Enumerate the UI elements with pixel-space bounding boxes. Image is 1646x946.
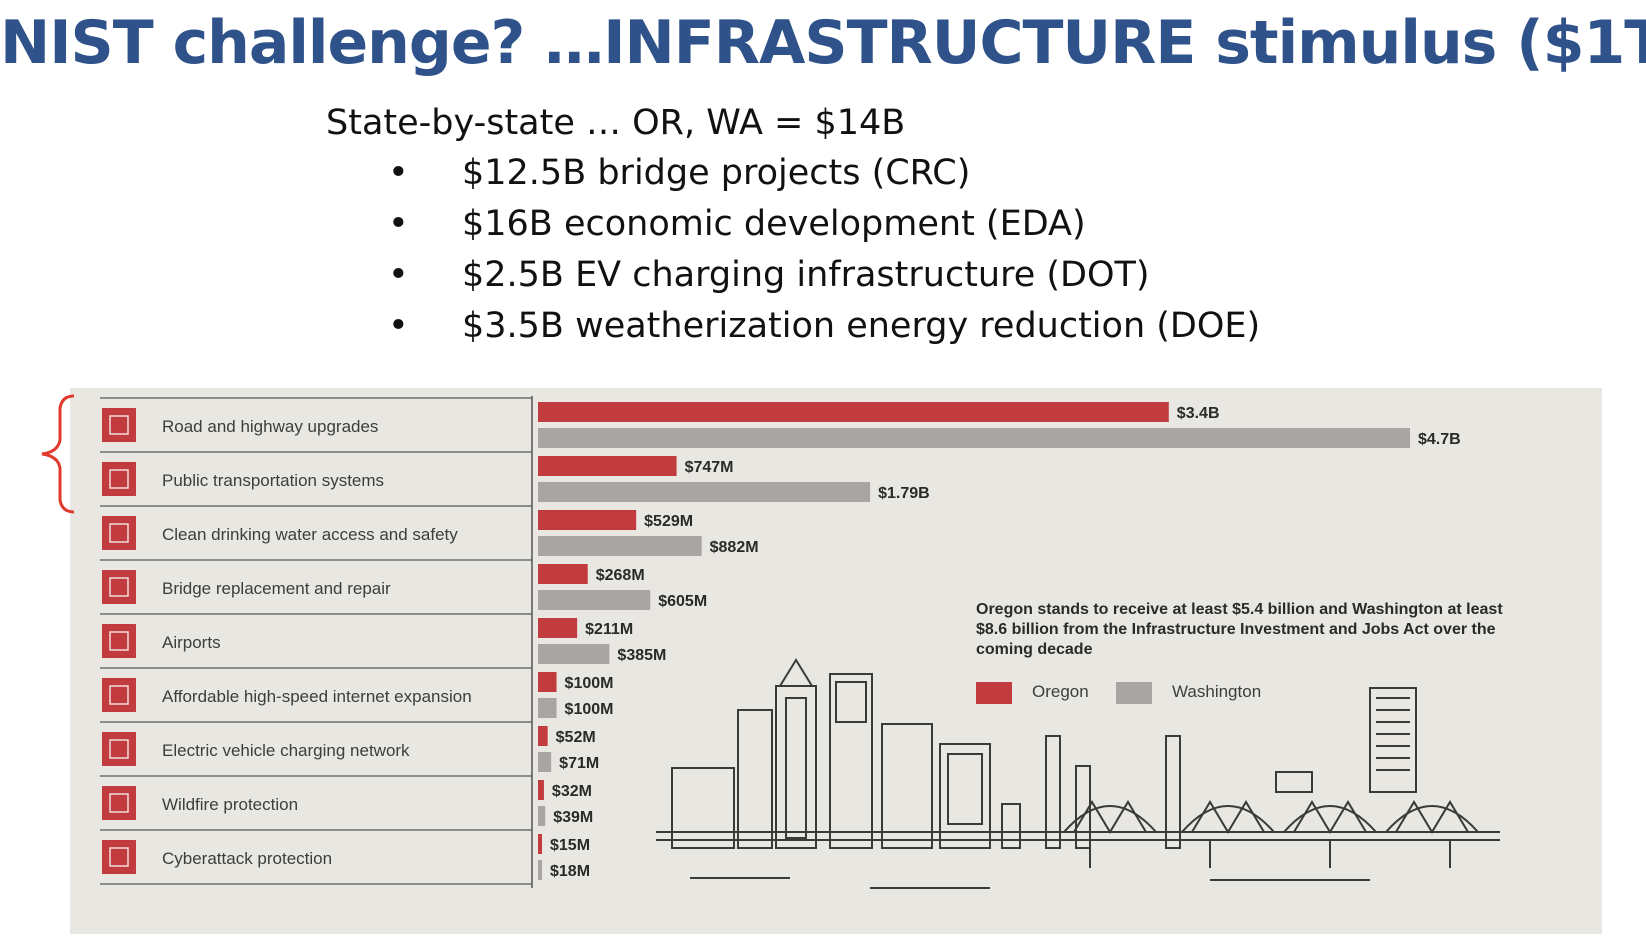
- value-label-oregon: $529M: [644, 513, 693, 530]
- bus-icon: [102, 462, 136, 496]
- category-label: Cyberattack protection: [162, 849, 332, 868]
- bullet-item: • $16B economic development (EDA): [388, 204, 1260, 255]
- bar-washington: [538, 482, 871, 502]
- bullet-item: • $12.5B bridge projects (CRC): [388, 153, 1260, 204]
- bullet-marker: •: [388, 153, 409, 193]
- bar-washington: [538, 428, 1410, 448]
- value-label-washington: $18M: [550, 863, 590, 880]
- category-label: Affordable high-speed internet expansion: [162, 687, 472, 706]
- bullet-text: $16B economic development (EDA): [462, 204, 1086, 244]
- bullet-marker: •: [388, 204, 409, 244]
- bullet-text: $3.5B weatherization energy reduction (D…: [462, 306, 1261, 346]
- road-icon: [102, 408, 136, 442]
- red-brace-annotation: [41, 394, 75, 514]
- chart-legend: Oregon Washington: [976, 678, 1536, 708]
- bar-chart: Road and highway upgrades Public transpor…: [100, 396, 1500, 889]
- value-label-washington: $1.79B: [878, 485, 930, 502]
- bar-oregon: [538, 726, 548, 746]
- bullet-list: • $12.5B bridge projects (CRC) • $16B econ…: [388, 153, 1260, 357]
- fire-icon: [102, 786, 136, 820]
- value-label-washington: $385M: [617, 647, 666, 664]
- bullet-marker: •: [388, 306, 409, 346]
- value-label-oregon: $52M: [556, 729, 596, 746]
- bar-washington: [538, 644, 610, 664]
- airplane-icon: [102, 624, 136, 658]
- value-label-oregon: $747M: [685, 459, 734, 476]
- bar-washington: [538, 752, 552, 772]
- bullet-text: $12.5B bridge projects (CRC): [462, 153, 971, 193]
- bar-oregon: [538, 780, 544, 800]
- water-icon: [102, 516, 136, 550]
- category-label: Electric vehicle charging network: [162, 741, 410, 760]
- value-label-washington: $71M: [559, 755, 599, 772]
- value-label-oregon: $3.4B: [1177, 405, 1220, 422]
- oregon-swatch-icon: [976, 682, 1012, 704]
- slide-title: NIST challenge? …INFRASTRUCTURE stimulus…: [0, 8, 1646, 78]
- value-label-washington: $605M: [658, 593, 707, 610]
- bar-washington: [538, 806, 546, 826]
- value-label-oregon: $15M: [550, 837, 590, 854]
- bar-oregon: [538, 672, 557, 692]
- bar-oregon: [538, 456, 677, 476]
- slide-subtitle: State-by-state … OR, WA = $14B: [326, 103, 906, 143]
- bullet-item: • $3.5B weatherization energy reduction (…: [388, 306, 1260, 357]
- bullet-text: $2.5B EV charging infrastructure (DOT): [462, 255, 1150, 295]
- bar-oregon: [538, 618, 578, 638]
- wifi-icon: [102, 678, 136, 712]
- category-label: Wildfire protection: [162, 795, 298, 814]
- value-label-washington: $882M: [710, 539, 759, 556]
- bar-washington: [538, 698, 557, 718]
- value-label-oregon: $32M: [552, 783, 592, 800]
- ev-charger-icon: [102, 732, 136, 766]
- bars: $3.4B $4.7B $747M $1.79B $529M $882M $268M $605…: [538, 402, 1461, 880]
- bar-oregon: [538, 834, 542, 854]
- legend-label-oregon: Oregon: [1032, 682, 1089, 701]
- city-skyline-illustration: [656, 658, 1500, 889]
- category-rows: Road and highway upgrades Public transpor…: [100, 396, 533, 888]
- bullet-item: • $2.5B EV charging infrastructure (DOT): [388, 255, 1260, 306]
- bridge-icon: [102, 570, 136, 604]
- category-label: Bridge replacement and repair: [162, 579, 391, 598]
- bullet-marker: •: [388, 255, 409, 295]
- category-label: Clean drinking water access and safety: [162, 525, 458, 544]
- bar-oregon: [538, 564, 588, 584]
- value-label-oregon: $211M: [585, 621, 633, 638]
- category-label: Road and highway upgrades: [162, 417, 378, 436]
- bar-washington: [538, 860, 542, 880]
- value-label-oregon: $100M: [565, 675, 614, 692]
- bar-washington: [538, 590, 651, 610]
- shield-icon: [102, 840, 136, 874]
- value-label-washington: $4.7B: [1418, 431, 1461, 448]
- washington-swatch-icon: [1116, 682, 1152, 704]
- value-label-oregon: $268M: [596, 567, 645, 584]
- value-label-washington: $100M: [565, 701, 614, 718]
- legend-label-washington: Washington: [1172, 682, 1262, 701]
- bar-washington: [538, 536, 702, 556]
- bar-oregon: [538, 510, 637, 530]
- chart-annotation: Oregon stands to receive at least $5.4 b…: [976, 601, 1503, 658]
- category-label: Airports: [162, 633, 221, 652]
- infographic-photo: Road and highway upgrades Public transpor…: [70, 388, 1602, 934]
- category-label: Public transportation systems: [162, 471, 384, 490]
- value-label-washington: $39M: [553, 809, 593, 826]
- bar-oregon: [538, 402, 1169, 422]
